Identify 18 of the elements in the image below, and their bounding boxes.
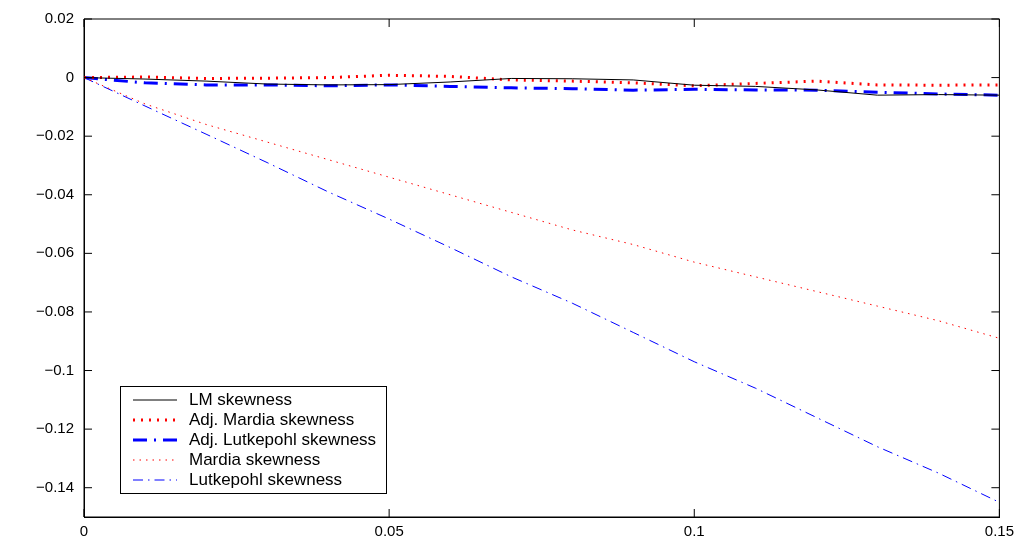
legend-label: LM skewness — [189, 390, 292, 410]
x-tick-label: 0.1 — [683, 522, 705, 540]
y-tick-label: −0.06 — [36, 243, 74, 261]
y-tick-label: −0.08 — [36, 302, 74, 320]
legend-label: Adj. Lutkepohl skewness — [189, 430, 377, 450]
y-tick-label: −0.02 — [36, 126, 74, 144]
y-tick-label: −0.1 — [44, 360, 74, 378]
legend-label: Adj. Mardia skewness — [189, 410, 355, 430]
x-tick-label: 0 — [79, 522, 89, 540]
y-tick-label: 0.02 — [44, 9, 74, 27]
x-tick-label: 0.15 — [984, 522, 1014, 540]
legend-label: Lutkepohl skewness — [189, 470, 343, 490]
y-tick-label: 0 — [65, 67, 74, 85]
x-tick-label: 0.05 — [374, 522, 404, 540]
legend-label: Mardia skewness — [189, 450, 321, 470]
y-tick-label: −0.14 — [36, 477, 74, 495]
y-tick-label: −0.04 — [36, 184, 74, 202]
y-tick-label: −0.12 — [36, 419, 74, 437]
